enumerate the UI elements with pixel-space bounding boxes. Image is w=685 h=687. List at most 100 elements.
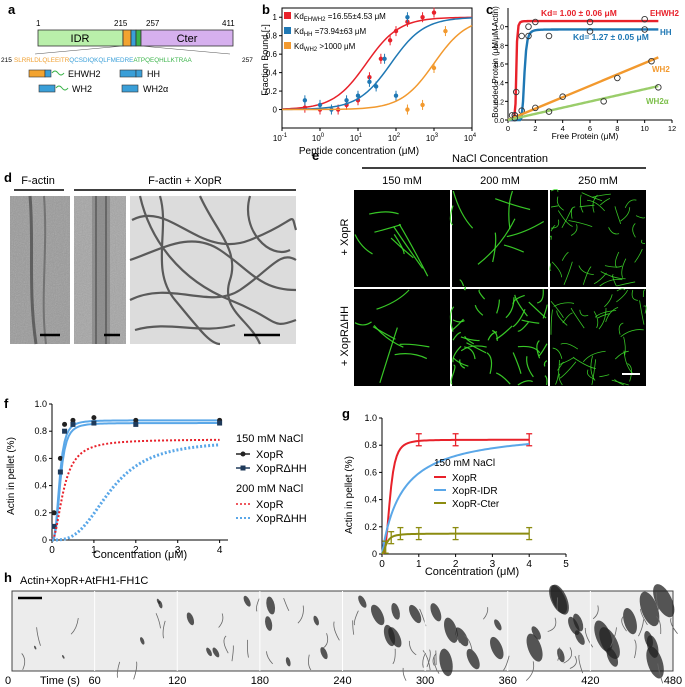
e-filament <box>635 215 646 219</box>
svg-text:EHWH2: EHWH2 <box>68 69 101 79</box>
h-cluster <box>574 630 585 645</box>
d-fiber-5 <box>129 240 297 292</box>
e-filament <box>460 345 487 352</box>
h-cluster <box>62 655 65 659</box>
e-filament <box>553 302 575 307</box>
h-cluster <box>550 584 569 615</box>
e-micrograph-grid <box>354 188 647 386</box>
h-filament <box>21 653 26 670</box>
f-point-0 <box>70 417 76 423</box>
e-filament <box>543 360 548 367</box>
f-point-1 <box>51 523 57 529</box>
e-filament <box>560 342 579 350</box>
e-filament <box>573 357 596 369</box>
c-point-2 <box>648 57 655 65</box>
e-filament <box>466 342 487 354</box>
c-xtick-label: 4 <box>561 124 565 133</box>
h-time-480: 480 <box>664 675 682 687</box>
f-ytick-label: 0.4 <box>34 481 47 491</box>
b-xtick-label: 103 <box>426 133 439 143</box>
h-cluster <box>494 619 502 631</box>
c-series-wh2a: WH2α <box>646 97 669 106</box>
h-filament <box>569 655 577 669</box>
e-filament <box>623 350 634 375</box>
e-filament <box>618 322 624 335</box>
d-col-factin-xopr: F-actin + XopR <box>148 175 222 187</box>
h-cluster <box>206 647 212 657</box>
g-ylabel: Actin in pellet (%) <box>344 456 355 534</box>
c-fit-3 <box>507 84 659 122</box>
h-filament <box>483 607 489 620</box>
g-fit-1 <box>381 443 530 555</box>
e-filament <box>614 206 622 225</box>
c-series-hh: HH <box>660 28 672 37</box>
seq-part-wh2: ATPQEQHLLKTRAA <box>133 57 192 64</box>
seq-part-hh: QCSDIQKQLFMEDRE <box>69 57 133 64</box>
b-point-wh2 <box>443 28 448 34</box>
e-filament <box>604 294 613 308</box>
h-cluster <box>430 603 442 622</box>
e-filament <box>555 359 560 385</box>
c-xlabel: Free Protein (μM) <box>552 131 619 141</box>
b-ytick-label: 0 <box>273 106 278 115</box>
c-xtick-label: 0 <box>506 124 510 133</box>
c-point-1 <box>525 32 532 40</box>
d-fiber-1 <box>138 195 297 325</box>
f-ytick-label: 0.6 <box>34 453 47 463</box>
h-filament <box>283 598 290 611</box>
e-filament <box>641 239 646 244</box>
panel-b-plot: 10-1 100 101 102 103 104 0 0.2 0.4 0.6 0.8 1 <box>266 7 477 143</box>
h-filament <box>578 654 584 674</box>
svg-text:WH2α: WH2α <box>143 84 168 94</box>
e-filament <box>549 235 552 240</box>
e-filament <box>452 319 465 323</box>
e-filament <box>452 318 464 330</box>
e-filament <box>394 353 428 360</box>
e-filament <box>528 301 547 319</box>
e-filament <box>563 261 573 285</box>
e-filament <box>614 350 629 360</box>
c-point-0 <box>525 23 532 30</box>
h-filament <box>297 605 304 624</box>
construct-ehwh2: EHWH2 <box>28 69 101 79</box>
c-point-0 <box>532 18 539 26</box>
c-xtick-label: 10 <box>640 124 648 133</box>
h-filament <box>655 592 660 610</box>
e-filament <box>486 352 493 374</box>
zoom-line-left <box>34 45 124 55</box>
h-filament <box>116 661 121 678</box>
h-cluster <box>639 591 660 627</box>
h-cluster <box>439 648 453 677</box>
h-filament <box>323 633 329 649</box>
f-ylabel: Actin in pellet (%) <box>6 437 17 515</box>
b-ytick-label: 1 <box>273 13 278 22</box>
d-fiber-3 <box>158 195 221 346</box>
f-point-1 <box>70 421 76 427</box>
h-filament <box>584 627 594 648</box>
e-filament <box>550 309 553 335</box>
c-ytick-label: 0.6 <box>494 62 504 69</box>
e-filament <box>517 321 529 332</box>
e-filament <box>505 297 515 319</box>
e-filament <box>459 279 465 287</box>
h-filament <box>657 663 664 684</box>
f-legend-3: XopRΔHH <box>256 513 307 525</box>
e-filament <box>503 244 524 253</box>
g-ytick-label: 0 <box>372 549 377 559</box>
f-xtick-label: 1 <box>91 545 97 556</box>
e-tile-r1-c0 <box>354 289 450 386</box>
construct-hh: HH <box>119 69 160 79</box>
f-legend-h1: 150 mM NaCl <box>236 433 303 445</box>
e-filament <box>612 273 617 287</box>
e-filament <box>621 258 627 278</box>
e-filament <box>549 263 552 271</box>
h-filament <box>333 621 340 641</box>
e-header: NaCl Concentration <box>452 153 548 165</box>
e-row-xopr: + XopR <box>339 218 351 255</box>
e-filament <box>399 343 430 348</box>
e-filament <box>598 308 607 330</box>
e-filament <box>491 330 498 341</box>
h-filament <box>402 667 407 681</box>
h-filament <box>563 647 573 664</box>
g-ytick-label: 0.8 <box>364 440 377 450</box>
